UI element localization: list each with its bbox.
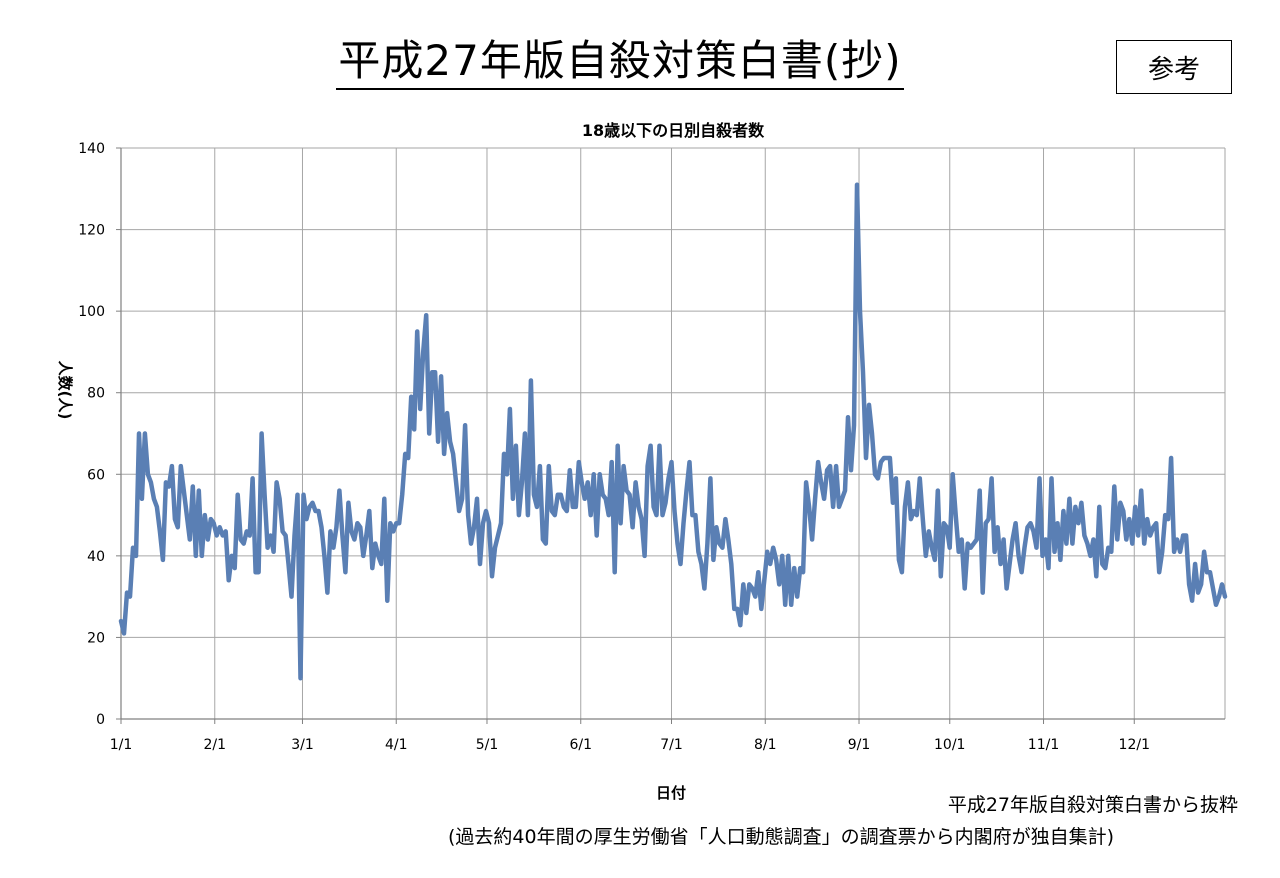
x-axis-label: 日付 bbox=[656, 784, 686, 802]
x-tick-label: 7/1 bbox=[660, 737, 683, 753]
y-tick-label: 100 bbox=[78, 304, 105, 320]
x-tick-label: 2/1 bbox=[203, 737, 226, 753]
y-tick-label: 120 bbox=[78, 223, 105, 239]
x-tick-label: 9/1 bbox=[848, 737, 871, 753]
x-tick-label: 10/1 bbox=[934, 737, 965, 753]
x-tick-label: 12/1 bbox=[1119, 737, 1150, 753]
x-tick-label: 5/1 bbox=[476, 737, 499, 753]
series-layer bbox=[118, 182, 1228, 681]
y-tick-label: 20 bbox=[87, 630, 105, 646]
page-title: 平成27年版自殺対策白書(抄) bbox=[0, 36, 1240, 90]
x-tick-label: 11/1 bbox=[1028, 737, 1059, 753]
y-tick-label: 80 bbox=[87, 386, 105, 402]
data-note: (過去約40年間の厚生労働省「人口動態調査」の調査票から内閣府が独自集計) bbox=[448, 826, 1115, 848]
source-note: 平成27年版自殺対策白書から抜粋 bbox=[947, 794, 1238, 816]
tick-label-layer: 0 20 40 60 80 100 120 140 1/1 2/1 3/1 4/1 5/1 6/1 7/1 8… bbox=[78, 141, 1150, 753]
page-title-text: 平成27年版自殺対策白書(抄) bbox=[336, 38, 904, 90]
y-axis-label: 人数(人) bbox=[56, 361, 74, 420]
y-tick-label: 60 bbox=[87, 467, 105, 483]
x-tick-label: 4/1 bbox=[385, 737, 408, 753]
y-tick-label: 40 bbox=[87, 549, 105, 565]
y-tick-label: 140 bbox=[78, 141, 105, 157]
x-tick-label: 3/1 bbox=[291, 737, 314, 753]
y-tick-label: 0 bbox=[96, 712, 105, 728]
x-tick-label: 8/1 bbox=[754, 737, 777, 753]
chart-title: 18歳以下の日別自殺者数 bbox=[581, 121, 765, 140]
series-line bbox=[118, 182, 1228, 681]
x-tick-label: 1/1 bbox=[110, 737, 133, 753]
grid-layer bbox=[121, 147, 1226, 719]
x-tick-label: 6/1 bbox=[569, 737, 592, 753]
reference-badge: 参考 bbox=[1116, 40, 1232, 94]
